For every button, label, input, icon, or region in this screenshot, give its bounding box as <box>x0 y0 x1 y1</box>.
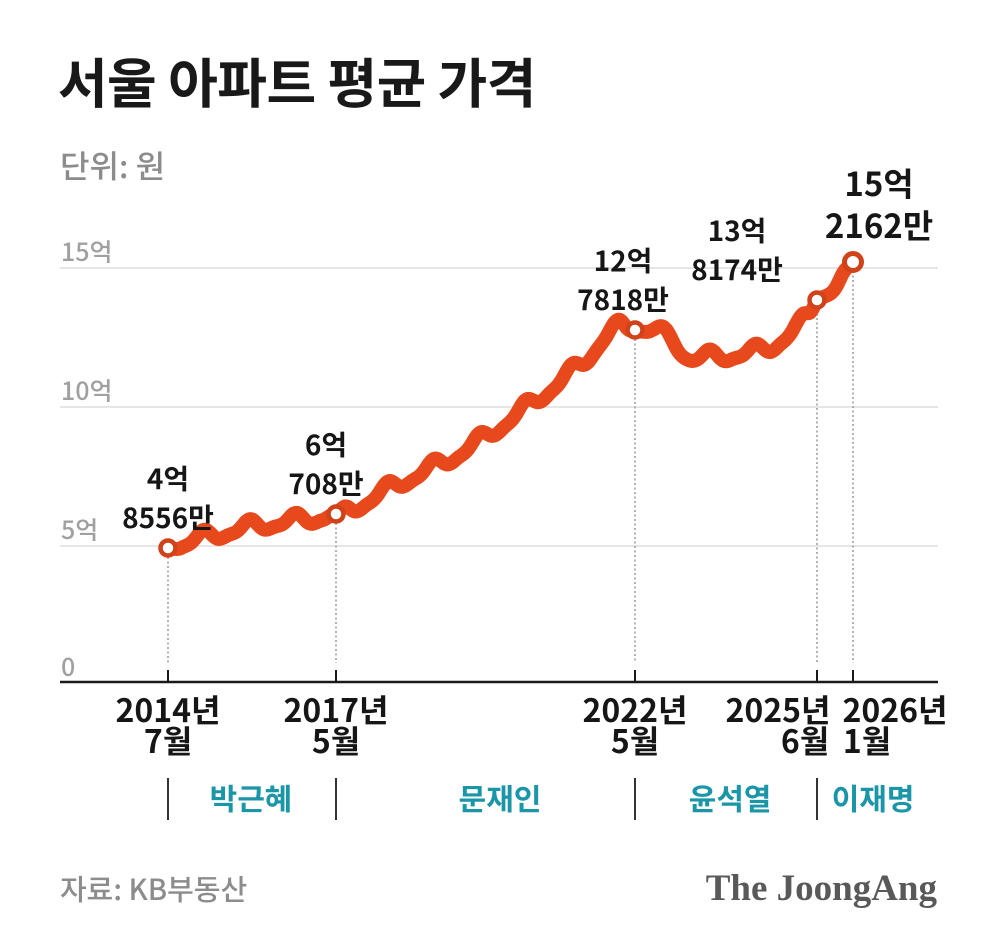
svg-text:0: 0 <box>61 648 75 684</box>
svg-text:1월: 1월 <box>843 717 891 763</box>
svg-text:13억: 13억 <box>708 210 767 250</box>
svg-text:5월: 5월 <box>312 717 360 763</box>
svg-text:12억: 12억 <box>594 240 653 280</box>
svg-text:5억: 5억 <box>61 511 98 547</box>
svg-text:6억: 6억 <box>305 424 347 464</box>
svg-text:15억: 15억 <box>844 158 913 206</box>
svg-text:6월: 6월 <box>781 717 829 763</box>
svg-text:7월: 7월 <box>144 717 192 763</box>
svg-text:708만: 708만 <box>288 463 364 503</box>
svg-text:윤석열: 윤석열 <box>689 775 772 819</box>
svg-text:7818만: 7818만 <box>577 279 669 319</box>
svg-text:5월: 5월 <box>611 717 659 763</box>
svg-text:10억: 10억 <box>61 372 113 408</box>
svg-text:박근혜: 박근혜 <box>210 775 293 819</box>
svg-text:2162만: 2162만 <box>825 200 933 248</box>
svg-text:이재명: 이재명 <box>832 775 915 819</box>
svg-text:8174만: 8174만 <box>691 249 783 289</box>
svg-text:4억: 4억 <box>147 458 189 498</box>
svg-text:8556만: 8556만 <box>122 497 214 537</box>
svg-text:15억: 15억 <box>61 233 113 269</box>
svg-text:문재인: 문재인 <box>459 775 542 819</box>
